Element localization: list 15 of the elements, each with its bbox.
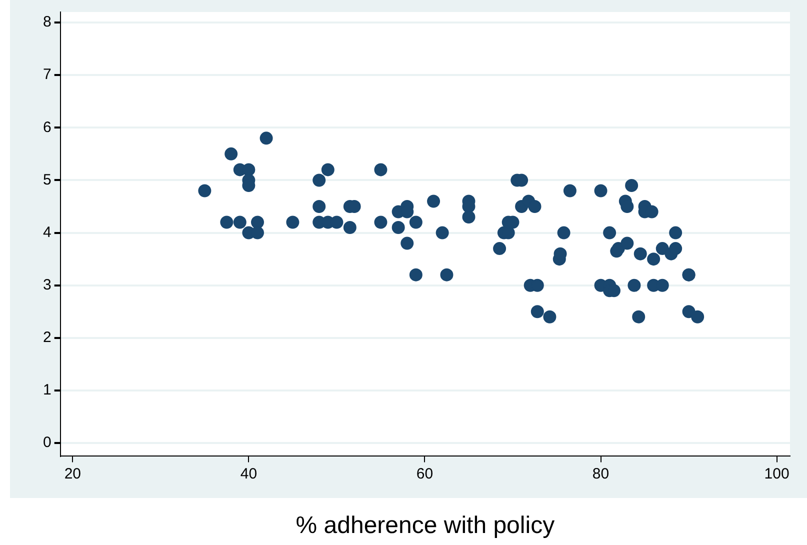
y-tick-label: 8 xyxy=(43,14,52,31)
x-tick-label: 20 xyxy=(64,465,82,482)
y-tick-label: 2 xyxy=(43,329,52,346)
y-tick-label: 6 xyxy=(43,118,52,136)
y-tick-label: 7 xyxy=(43,66,52,84)
y-tick-label: 5 xyxy=(43,171,52,188)
x-tick-label: 60 xyxy=(416,465,434,482)
y-tick-label: 3 xyxy=(43,276,52,294)
x-tick-label: 100 xyxy=(764,465,790,482)
y-tick-label: 4 xyxy=(43,224,52,241)
x-axis-title: % adherence with policy xyxy=(296,512,555,540)
y-tick-label: 1 xyxy=(43,382,52,399)
x-tick-label: 40 xyxy=(240,465,258,482)
x-tick-label: 80 xyxy=(592,465,610,482)
y-tick-label: 0 xyxy=(43,434,52,452)
